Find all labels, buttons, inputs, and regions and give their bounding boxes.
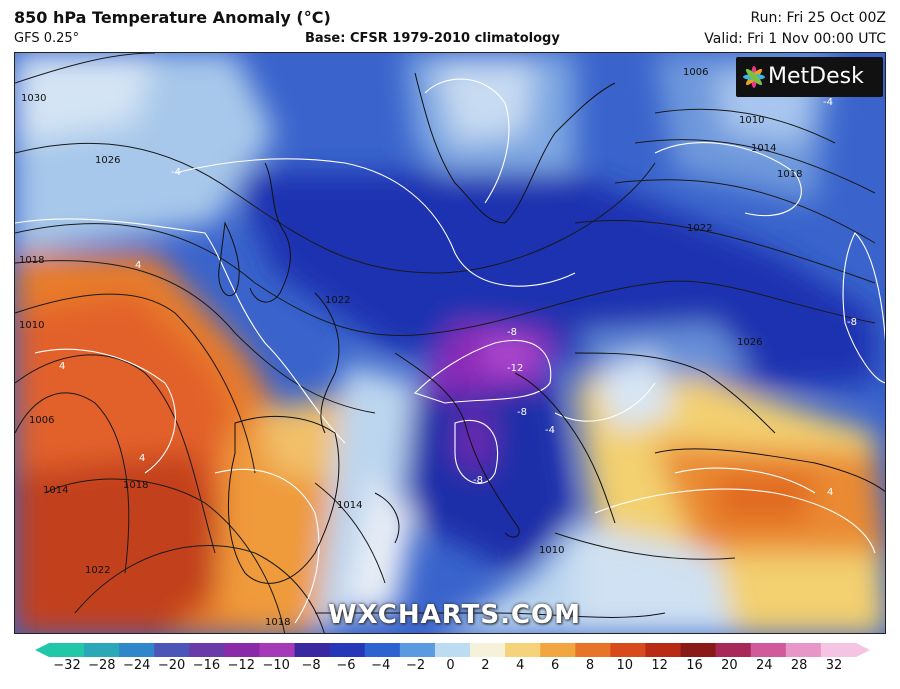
colorbar-segment	[785, 643, 822, 657]
colorbar-segment	[329, 643, 366, 657]
colorbar-tick-label: −4	[371, 658, 391, 673]
isobar-label: 1014	[751, 143, 776, 154]
colorbar-segment	[119, 643, 155, 657]
anomaly-label-group: -4 -4 -8 -12 -8 -8 -8 4 4 4 4 -4	[59, 97, 857, 498]
colorbar-tick-label: −16	[192, 658, 221, 673]
colorbar-segment	[434, 643, 471, 657]
colorbar-tick-label: 20	[721, 658, 738, 673]
anomaly-label: -4	[171, 167, 181, 178]
colorbar-tick-label: 2	[481, 658, 490, 673]
climatology-base: Base: CFSR 1979-2010 climatology	[305, 31, 560, 46]
wxcharts-watermark: WXCHARTS.COM	[328, 600, 582, 630]
colorbar-segment	[224, 643, 261, 657]
anomaly-contours	[15, 78, 885, 624]
colorbar-segment	[610, 643, 646, 657]
colorbar-segment	[189, 643, 225, 657]
colorbar-tick-label: −24	[123, 658, 151, 673]
colorbar-tick-label: −10	[262, 658, 290, 673]
isobar-label: 1018	[19, 255, 44, 266]
anomaly-label: -12	[507, 363, 523, 374]
colorbar-tick-label: 10	[616, 658, 634, 673]
anomaly-label: -4	[545, 425, 555, 436]
anomaly-label: 4	[139, 453, 145, 464]
colorbar	[35, 642, 870, 657]
colorbar-tick-label: −28	[88, 658, 116, 673]
colorbar-tick-label: 4	[516, 658, 525, 673]
metdesk-logo-icon	[743, 66, 765, 88]
colorbar-tick-label: 8	[585, 658, 595, 673]
colorbar-tick-label: −8	[301, 658, 321, 673]
colorbar-segment	[575, 643, 611, 657]
coastlines	[218, 72, 885, 618]
run-time: Run: Fri 25 Oct 00Z	[750, 10, 886, 26]
anomaly-label: -8	[507, 327, 517, 338]
colorbar-segment	[49, 643, 85, 657]
colorbar-segment	[364, 643, 401, 657]
anomaly-label: 4	[59, 361, 65, 372]
colorbar-segment	[84, 643, 120, 657]
isobar-label: 1018	[123, 480, 148, 491]
colorbar-max-arrow	[856, 643, 870, 657]
colorbar-tick-label: −12	[227, 658, 256, 673]
colorbar-tick-label: 28	[790, 658, 808, 673]
anomaly-map[interactable]: 1030 1026 1018 1010 1006 1014 1018 1022 …	[14, 52, 886, 634]
isobar-label: 1010	[539, 545, 564, 556]
isobar-label: 1022	[325, 295, 350, 306]
isobar-label: 1014	[43, 485, 68, 496]
colorbar-tick-label: 16	[686, 658, 703, 673]
metdesk-logo[interactable]: MetDesk	[736, 57, 883, 97]
anomaly-label: -4	[823, 97, 833, 108]
isobar-label: 1014	[337, 500, 362, 511]
colorbar-tick-label: 6	[550, 658, 560, 673]
colorbar-tick-label: −32	[53, 658, 81, 673]
anomaly-label: 4	[135, 260, 141, 271]
valid-time: Valid: Fri 1 Nov 00:00 UTC	[704, 31, 886, 47]
metdesk-logo-text: MetDesk	[768, 64, 864, 89]
colorbar-segment	[294, 643, 331, 657]
colorbar-segment	[470, 643, 506, 657]
colorbar-tick-label: −6	[336, 658, 356, 673]
isobar-label: 1026	[95, 155, 120, 166]
anomaly-label: -8	[847, 317, 857, 328]
isobar-label: 1006	[29, 415, 54, 426]
colorbar-tick-label: 24	[755, 658, 773, 673]
isobar-label: 1010	[739, 115, 764, 126]
colorbar-segment	[645, 643, 682, 657]
isobar-label: 1006	[683, 67, 708, 78]
isobar-label: 1026	[737, 337, 762, 348]
chart-title: 850 hPa Temperature Anomaly (°C)	[14, 8, 331, 27]
isobar-label: 1022	[85, 565, 110, 576]
isobar-label-group: 1030 1026 1018 1010 1006 1014 1018 1022 …	[19, 67, 802, 628]
colorbar-segment	[680, 643, 717, 657]
anomaly-field	[15, 53, 885, 633]
colorbar-min-arrow	[35, 643, 49, 657]
colorbar-tick-label: −2	[406, 658, 426, 673]
anomaly-label: -8	[517, 407, 527, 418]
colorbar-tick-label: 0	[446, 658, 455, 673]
anomaly-label: 4	[827, 487, 833, 498]
colorbar-segment	[259, 643, 296, 657]
colorbar-ticks: −32 −28 −24 −20 −16 −12 −10 −8 −6 −4 −2 0 2 4 6 8 10 12 16…	[0, 658, 900, 678]
isobar-label: 1018	[777, 169, 802, 180]
model-label: GFS 0.25°	[14, 31, 80, 46]
colorbar-segment	[505, 643, 541, 657]
colorbar-segment	[540, 643, 576, 657]
anomaly-label: -8	[473, 475, 483, 486]
colorbar-segment	[750, 643, 787, 657]
colorbar-tick-label: −20	[157, 658, 186, 673]
isobars	[15, 53, 876, 633]
colorbar-segment	[399, 643, 436, 657]
map-canvas: 1030 1026 1018 1010 1006 1014 1018 1022 …	[15, 53, 885, 633]
colorbar-svg	[35, 643, 870, 657]
colorbar-tick-label: 32	[825, 658, 843, 673]
colorbar-segment	[154, 643, 190, 657]
header: 850 hPa Temperature Anomaly (°C) GFS 0.2…	[0, 0, 900, 52]
isobar-label: 1022	[687, 223, 712, 234]
colorbar-segment	[820, 643, 857, 657]
colorbar-segment	[715, 643, 752, 657]
isobar-label: 1018	[265, 617, 290, 628]
colorbar-tick-label: 12	[651, 658, 668, 673]
isobar-label: 1030	[21, 93, 46, 104]
isobar-label: 1010	[19, 320, 44, 331]
